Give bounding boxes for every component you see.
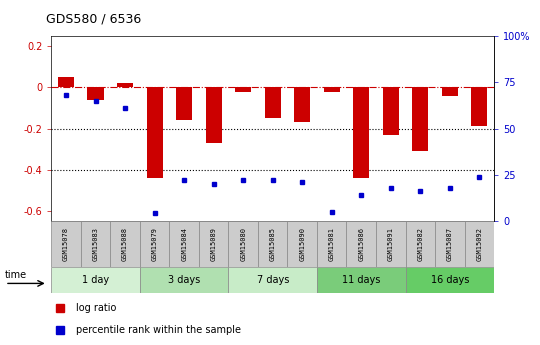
Bar: [442, 88, 458, 96]
Bar: [235, 88, 251, 91]
Bar: [199, 221, 228, 267]
Bar: [176, 88, 192, 120]
Text: GDS580 / 6536: GDS580 / 6536: [46, 13, 141, 26]
Text: GSM15080: GSM15080: [240, 227, 246, 261]
Bar: [323, 88, 340, 91]
Bar: [464, 221, 494, 267]
Bar: [170, 221, 199, 267]
Text: 7 days: 7 days: [256, 275, 289, 285]
Bar: [140, 267, 228, 293]
Bar: [81, 221, 110, 267]
Text: GSM15081: GSM15081: [329, 227, 335, 261]
Text: GSM15088: GSM15088: [122, 227, 128, 261]
Text: 11 days: 11 days: [342, 275, 381, 285]
Text: GSM15078: GSM15078: [63, 227, 69, 261]
Bar: [265, 88, 281, 118]
Text: 1 day: 1 day: [82, 275, 109, 285]
Text: GSM15084: GSM15084: [181, 227, 187, 261]
Text: GSM15083: GSM15083: [92, 227, 99, 261]
Text: GSM15079: GSM15079: [152, 227, 158, 261]
Bar: [406, 221, 435, 267]
Text: GSM15082: GSM15082: [417, 227, 423, 261]
Bar: [51, 267, 140, 293]
Bar: [51, 221, 81, 267]
Text: percentile rank within the sample: percentile rank within the sample: [76, 325, 241, 335]
Bar: [146, 88, 163, 178]
Text: GSM15092: GSM15092: [476, 227, 482, 261]
Bar: [317, 221, 347, 267]
Bar: [412, 88, 428, 151]
Bar: [376, 221, 406, 267]
Text: GSM15091: GSM15091: [388, 227, 394, 261]
Bar: [58, 77, 74, 88]
Text: log ratio: log ratio: [76, 303, 116, 313]
Bar: [287, 221, 317, 267]
Bar: [353, 88, 369, 178]
Bar: [471, 88, 488, 127]
Bar: [258, 221, 287, 267]
Bar: [406, 267, 494, 293]
Text: GSM15090: GSM15090: [299, 227, 305, 261]
Bar: [317, 267, 406, 293]
Bar: [228, 267, 317, 293]
Text: GSM15087: GSM15087: [447, 227, 453, 261]
Bar: [347, 221, 376, 267]
Bar: [228, 221, 258, 267]
Text: GSM15086: GSM15086: [358, 227, 365, 261]
Text: GSM15085: GSM15085: [269, 227, 276, 261]
Text: GSM15089: GSM15089: [211, 227, 217, 261]
Bar: [383, 88, 399, 135]
Text: 3 days: 3 days: [168, 275, 200, 285]
Bar: [435, 221, 464, 267]
Bar: [117, 83, 133, 88]
Bar: [110, 221, 140, 267]
Bar: [294, 88, 310, 122]
Text: 16 days: 16 days: [430, 275, 469, 285]
Text: time: time: [5, 270, 27, 279]
Bar: [206, 88, 222, 143]
Bar: [140, 221, 170, 267]
Bar: [87, 88, 104, 100]
